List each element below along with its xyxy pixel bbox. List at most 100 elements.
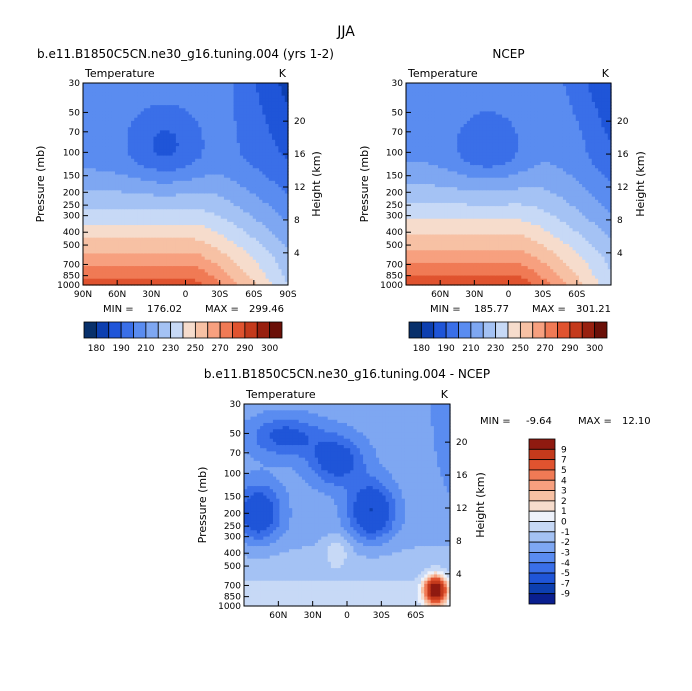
contour-cell	[265, 105, 270, 109]
contour-cell	[150, 108, 155, 113]
contour-cell	[239, 228, 244, 232]
contour-cell	[230, 228, 235, 232]
contour-cell	[153, 218, 158, 223]
contour-cell	[83, 174, 87, 179]
contour-cell	[409, 253, 413, 258]
contour-cell	[204, 266, 209, 270]
contour-cell	[441, 275, 446, 280]
contour-cell	[275, 281, 279, 286]
contour-cell	[406, 117, 410, 122]
contour-cell	[175, 89, 180, 94]
contour-cell	[118, 218, 123, 223]
contour-cell	[271, 136, 276, 141]
contour-cell	[233, 259, 238, 264]
contour-cell	[230, 215, 235, 220]
contour-cell	[86, 266, 90, 270]
contour-cell	[95, 101, 100, 106]
contour-cell	[441, 247, 446, 251]
contour-cell	[271, 114, 276, 119]
contour-cell	[444, 202, 449, 207]
contour-cell	[227, 120, 231, 125]
contour-cell	[438, 152, 442, 157]
contour-cell	[191, 247, 196, 251]
contour-cell	[198, 206, 203, 210]
contour-cell	[422, 278, 426, 283]
contour-cell	[230, 171, 235, 176]
contour-cell	[268, 136, 273, 141]
contour-cell	[434, 228, 439, 232]
contour-cell	[211, 120, 215, 125]
contour-cell	[140, 225, 145, 229]
contour-cell	[428, 259, 433, 264]
contour-cell	[262, 83, 267, 87]
contour-cell	[150, 190, 155, 195]
contour-cell	[124, 168, 129, 172]
pressure-tick-label: 150	[63, 172, 80, 182]
contour-cell	[124, 155, 129, 160]
contour-cell	[195, 155, 199, 160]
contour-cell	[121, 269, 126, 273]
contour-cell	[179, 114, 183, 119]
contour-cell	[265, 180, 270, 185]
contour-cell	[175, 256, 180, 261]
contour-cell	[102, 171, 107, 176]
contour-cell	[102, 101, 107, 106]
contour-cell	[223, 278, 228, 283]
contour-cell	[156, 237, 161, 242]
contour-cell	[182, 142, 187, 147]
contour-cell	[198, 215, 203, 220]
contour-cell	[140, 124, 145, 128]
contour-cell	[220, 171, 225, 176]
contour-cell	[255, 202, 260, 207]
contour-cell	[406, 278, 410, 283]
contour-cell	[281, 105, 286, 109]
contour-cell	[236, 190, 241, 195]
contour-cell	[198, 152, 203, 157]
contour-cell	[140, 218, 145, 223]
contour-cell	[409, 225, 413, 229]
contour-cell	[444, 171, 449, 176]
contour-cell	[86, 269, 90, 273]
contour-cell	[278, 218, 283, 223]
contour-cell	[278, 281, 283, 286]
contour-cell	[441, 89, 446, 94]
contour-cell	[409, 111, 413, 116]
contour-cell	[156, 95, 161, 100]
contour-cell	[207, 108, 212, 113]
contour-cell	[255, 193, 260, 198]
contour-cell	[255, 168, 260, 172]
contour-cell	[159, 133, 164, 138]
contour-cell	[444, 108, 449, 113]
contour-cell	[191, 117, 196, 122]
contour-cell	[83, 199, 87, 204]
contour-cell	[156, 111, 161, 116]
contour-cell	[211, 133, 215, 138]
contour-cell	[259, 250, 263, 255]
contour-cell	[201, 86, 206, 90]
contour-cell	[153, 187, 158, 191]
contour-cell	[143, 165, 148, 169]
contour-cell	[431, 272, 436, 277]
contour-cell	[115, 275, 119, 280]
contour-cell	[431, 237, 436, 242]
contour-cell	[259, 275, 263, 280]
contour-cell	[175, 142, 180, 147]
contour-cell	[198, 108, 203, 113]
contour-cell	[265, 142, 270, 147]
contour-cell	[86, 240, 90, 245]
contour-cell	[275, 86, 279, 90]
contour-cell	[159, 146, 164, 150]
contour-cell	[105, 196, 110, 201]
contour-cell	[255, 247, 260, 251]
contour-cell	[281, 259, 286, 264]
contour-cell	[243, 250, 247, 255]
contour-cell	[428, 266, 433, 270]
contour-cell	[121, 225, 126, 229]
contour-cell	[434, 206, 439, 210]
contour-cell	[259, 83, 263, 87]
contour-cell	[207, 105, 212, 109]
contour-cell	[220, 130, 225, 135]
contour-cell	[406, 234, 410, 239]
contour-cell	[153, 155, 158, 160]
contour-cell	[95, 259, 100, 264]
